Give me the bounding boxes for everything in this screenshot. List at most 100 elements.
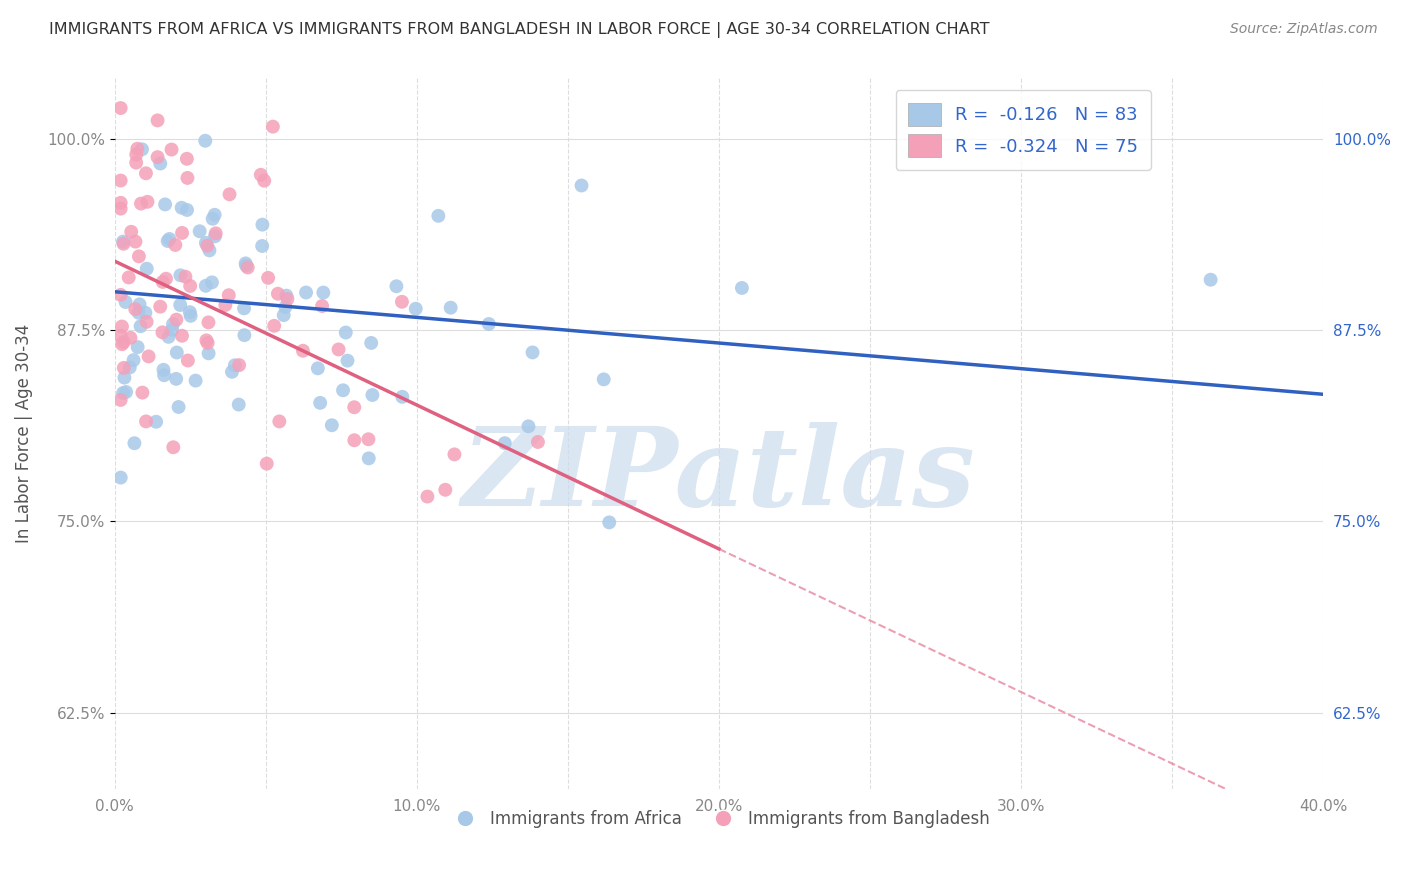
Point bbox=[125, 147, 148, 161]
Point bbox=[152, 363, 174, 377]
Point bbox=[218, 288, 240, 302]
Point bbox=[165, 372, 187, 386]
Point bbox=[162, 317, 184, 331]
Point bbox=[416, 490, 439, 504]
Point bbox=[274, 300, 297, 314]
Point bbox=[276, 292, 298, 306]
Point bbox=[198, 244, 221, 258]
Point bbox=[112, 386, 135, 401]
Point bbox=[134, 306, 156, 320]
Point bbox=[124, 235, 146, 249]
Point bbox=[252, 218, 274, 232]
Point bbox=[214, 298, 236, 312]
Point bbox=[118, 270, 141, 285]
Point bbox=[129, 319, 152, 334]
Point bbox=[204, 229, 226, 244]
Point bbox=[156, 234, 179, 248]
Point bbox=[405, 301, 427, 316]
Point bbox=[135, 166, 157, 180]
Point bbox=[176, 170, 198, 185]
Point bbox=[194, 134, 217, 148]
Point bbox=[571, 178, 593, 193]
Point bbox=[201, 211, 224, 226]
Point bbox=[235, 259, 257, 273]
Point bbox=[110, 392, 132, 407]
Point bbox=[311, 299, 333, 313]
Point bbox=[152, 275, 174, 289]
Point bbox=[149, 156, 172, 170]
Point bbox=[124, 302, 146, 317]
Y-axis label: In Labor Force | Age 30-34: In Labor Force | Age 30-34 bbox=[15, 324, 32, 543]
Point bbox=[110, 195, 132, 210]
Point bbox=[112, 370, 135, 384]
Point bbox=[434, 483, 457, 497]
Point bbox=[112, 360, 135, 375]
Point bbox=[195, 239, 218, 253]
Point bbox=[135, 261, 157, 276]
Text: Source: ZipAtlas.com: Source: ZipAtlas.com bbox=[1230, 22, 1378, 37]
Point bbox=[233, 301, 256, 316]
Point bbox=[153, 368, 176, 383]
Point bbox=[335, 326, 357, 340]
Point bbox=[598, 516, 620, 530]
Point bbox=[360, 335, 382, 350]
Point bbox=[257, 270, 280, 285]
Point bbox=[731, 281, 754, 295]
Point bbox=[249, 168, 271, 182]
Point bbox=[228, 358, 250, 372]
Point bbox=[478, 317, 501, 331]
Point bbox=[307, 361, 329, 376]
Point bbox=[262, 120, 284, 134]
Point bbox=[527, 434, 550, 449]
Point bbox=[391, 390, 413, 404]
Point bbox=[328, 343, 350, 357]
Point bbox=[131, 385, 153, 400]
Point bbox=[494, 436, 516, 450]
Point bbox=[361, 388, 384, 402]
Point bbox=[170, 201, 193, 215]
Point bbox=[138, 350, 160, 364]
Point bbox=[204, 227, 226, 241]
Point bbox=[120, 331, 142, 345]
Point bbox=[267, 286, 290, 301]
Point bbox=[204, 208, 226, 222]
Point bbox=[129, 196, 152, 211]
Point bbox=[170, 328, 193, 343]
Point bbox=[236, 260, 259, 275]
Point bbox=[166, 345, 188, 359]
Point bbox=[273, 308, 295, 322]
Point bbox=[128, 306, 150, 320]
Point bbox=[228, 398, 250, 412]
Point bbox=[336, 353, 359, 368]
Point bbox=[194, 278, 217, 293]
Point bbox=[136, 194, 159, 209]
Point bbox=[443, 447, 465, 461]
Point bbox=[201, 276, 224, 290]
Point bbox=[176, 202, 198, 217]
Point bbox=[343, 434, 366, 448]
Point bbox=[179, 279, 201, 293]
Point bbox=[291, 343, 314, 358]
Point bbox=[160, 323, 183, 337]
Point bbox=[256, 457, 278, 471]
Point bbox=[124, 436, 146, 450]
Point bbox=[250, 239, 273, 253]
Point bbox=[197, 346, 219, 360]
Point bbox=[110, 101, 132, 115]
Point bbox=[114, 295, 136, 310]
Point bbox=[131, 142, 153, 156]
Point bbox=[233, 328, 256, 343]
Point bbox=[128, 249, 150, 263]
Point bbox=[224, 359, 246, 373]
Point bbox=[110, 202, 132, 216]
Point bbox=[332, 384, 354, 398]
Legend: Immigrants from Africa, Immigrants from Bangladesh: Immigrants from Africa, Immigrants from … bbox=[441, 803, 997, 834]
Point bbox=[194, 235, 217, 250]
Point bbox=[135, 315, 157, 329]
Point bbox=[153, 197, 176, 211]
Point bbox=[218, 187, 240, 202]
Point bbox=[125, 155, 148, 169]
Point bbox=[110, 328, 132, 343]
Point bbox=[1199, 273, 1222, 287]
Point bbox=[162, 440, 184, 454]
